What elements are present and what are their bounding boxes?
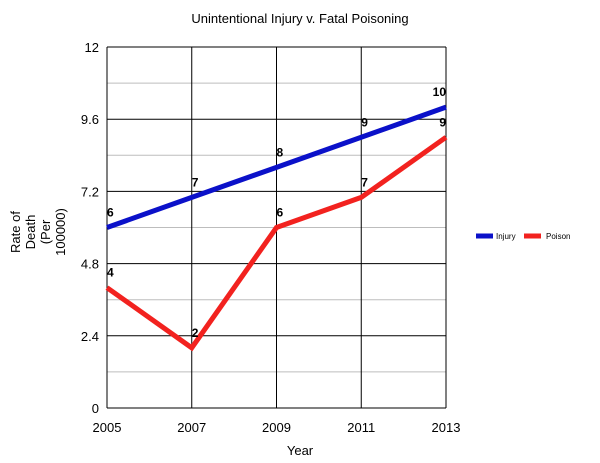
y-axis-label: Rate ofDeath(Per100000) [8, 208, 68, 256]
y-tick-label: 7.2 [81, 184, 99, 199]
x-axis-label: Year [287, 443, 314, 458]
chart-title: Unintentional Injury v. Fatal Poisoning [191, 11, 408, 26]
y-axis-label-text: Rate ofDeath(Per100000) [8, 208, 68, 256]
series-line-poison [105, 135, 448, 352]
data-label: 7 [192, 175, 199, 189]
y-axis-label-line: (Per [38, 219, 53, 244]
data-label: 4 [107, 266, 114, 280]
y-tick-label: 0 [92, 401, 99, 416]
data-label: 7 [361, 175, 368, 189]
data-label: 10 [433, 85, 447, 99]
x-tick-labels: 2005 2007 2009 2011 2013 [93, 420, 461, 435]
data-label: 2 [192, 326, 199, 340]
data-label: 9 [439, 115, 446, 129]
data-label: 8 [277, 145, 284, 159]
y-tick-label: 2.4 [81, 329, 99, 344]
x-tick-label: 2013 [432, 420, 461, 435]
legend-label-injury: Injury [496, 232, 516, 241]
x-tick-label: 2005 [93, 420, 122, 435]
series-line-injury [106, 104, 447, 230]
data-label: 9 [361, 115, 368, 129]
y-axis-label-line: Death [23, 215, 38, 250]
x-tick-label: 2007 [177, 420, 206, 435]
y-tick-labels: 0 2.4 4.8 7.2 9.6 12 [81, 40, 99, 416]
data-label: 6 [107, 206, 114, 220]
y-tick-label: 12 [85, 40, 99, 55]
legend: Injury Poison [476, 232, 570, 241]
series-lines [105, 104, 448, 352]
data-labels: 6 7 8 9 10 4 2 6 7 9 [107, 85, 446, 340]
y-axis-label-line: Rate of [8, 211, 23, 253]
legend-label-poison: Poison [546, 232, 570, 241]
y-axis-label-line: 100000) [53, 208, 68, 256]
x-tick-label: 2009 [262, 420, 291, 435]
data-label: 6 [277, 206, 284, 220]
y-tick-label: 4.8 [81, 257, 99, 272]
y-tick-label: 9.6 [81, 112, 99, 127]
x-tick-label: 2011 [347, 420, 375, 435]
